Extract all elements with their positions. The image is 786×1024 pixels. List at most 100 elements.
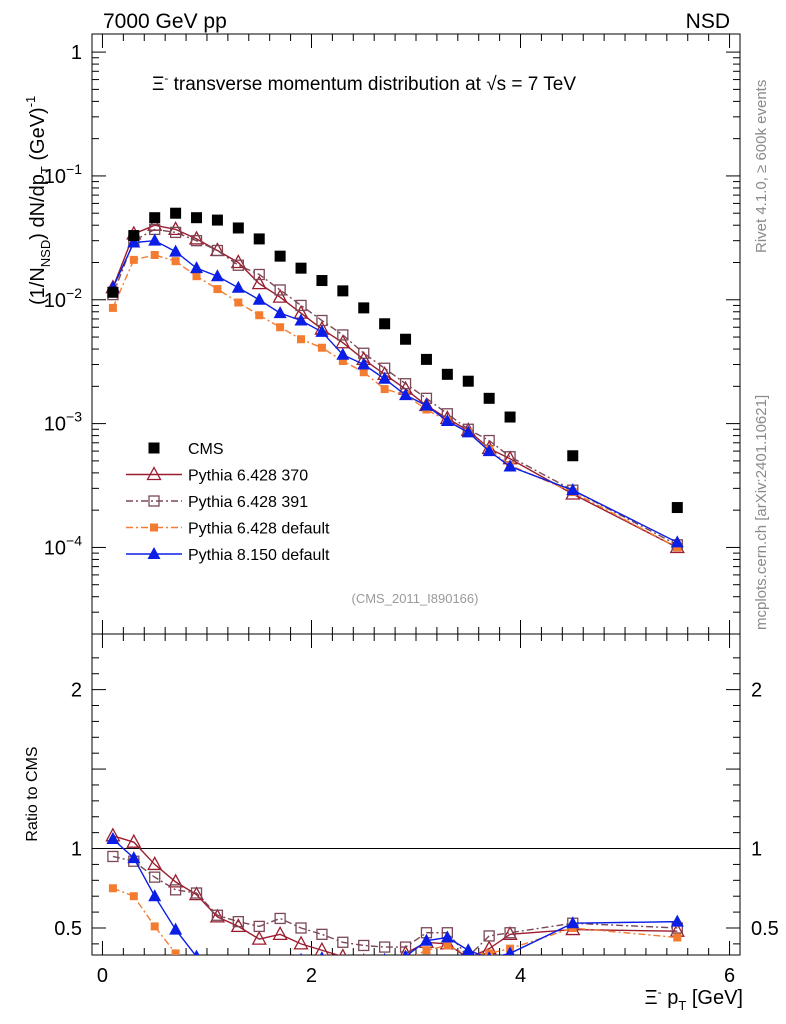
ratio-point-pythia-6-428-370 <box>339 948 347 955</box>
ratio-point-pythia-6-428-370 <box>188 886 205 901</box>
ratio-point-pythia-6-428-370 <box>126 833 142 848</box>
point-cms <box>462 375 474 387</box>
point-cms <box>441 368 453 380</box>
legend-label-pythia-8-150-default: Pythia 8.150 default <box>188 547 330 564</box>
ratio-point-pythia-6-428-370 <box>293 935 309 950</box>
point-cms <box>358 302 370 314</box>
x-tick-label: 6 <box>724 965 735 987</box>
point-cms <box>400 333 412 345</box>
ratio-point-pythia-8-150-default <box>127 851 141 864</box>
ratio-point-pythia-8-150-default <box>505 946 515 955</box>
point-pythia-6-428-default <box>380 385 389 394</box>
line-pythia-6-428-370 <box>112 224 678 549</box>
ratio-point-pythia-8-150-default <box>402 949 409 955</box>
ratio-point-pythia-8-150-default <box>419 933 433 946</box>
y-tick-label: 10−1 <box>44 161 82 188</box>
ratio-point-pythia-6-428-default <box>443 941 452 950</box>
point-pythia-6-428-391 <box>211 244 224 257</box>
analysis-label: (CMS_2011_I890166) <box>352 591 479 606</box>
y-tick-label: 1 <box>71 42 82 64</box>
point-pythia-8-150-default <box>566 483 580 496</box>
point-pythia-8-150-default <box>231 280 245 293</box>
point-cms <box>420 353 432 365</box>
ratio-point-pythia-6-428-370 <box>272 925 288 940</box>
legend-marker-pythia-6-428-default <box>150 523 158 532</box>
ratio-point-pythia-8-150-default <box>440 930 454 943</box>
ratio-point-pythia-8-150-default <box>211 956 224 968</box>
point-pythia-6-428-default <box>338 357 347 366</box>
ratio-point-pythia-8-150-default <box>461 943 475 955</box>
ratio-point-pythia-6-428-default <box>255 968 263 976</box>
ratio-point-pythia-6-428-370 <box>502 925 518 940</box>
ratio-point-pythia-8-150-default <box>232 958 245 970</box>
main-series <box>105 207 685 554</box>
ratio-point-pythia-6-428-default <box>422 946 431 955</box>
ratio-tick-label-right: 0.5 <box>751 918 779 940</box>
point-pythia-8-150-default <box>461 425 475 438</box>
ratio-point-pythia-6-428-391 <box>190 887 203 899</box>
point-cms <box>274 250 286 262</box>
point-pythia-6-428-370 <box>335 334 351 349</box>
ratio-point-pythia-6-428-default <box>276 970 284 978</box>
point-cms <box>504 411 516 423</box>
legend-marker-pythia-8-150-default <box>147 547 161 559</box>
point-pythia-6-428-default <box>129 255 138 264</box>
ratio-point-pythia-6-428-391 <box>149 871 161 883</box>
ratio-line-pythia-6-428-391 <box>112 855 678 955</box>
legend-label-pythia-6-428-370: Pythia 6.428 370 <box>188 468 308 485</box>
point-pythia-6-428-default <box>234 298 243 307</box>
rivet-label: Rivet 4.1.0, ≥ 600k events <box>753 80 770 253</box>
ratio-point-pythia-6-428-391 <box>504 927 516 939</box>
point-cms <box>567 450 579 462</box>
ratio-point-pythia-6-428-default <box>297 968 305 976</box>
y-tick-label: 10−4 <box>44 532 82 559</box>
point-pythia-8-150-default <box>482 444 496 457</box>
point-pythia-8-150-default <box>440 413 454 426</box>
point-pythia-8-150-default <box>252 292 266 305</box>
point-pythia-6-428-default <box>255 311 264 320</box>
point-cms <box>483 392 495 404</box>
x-tick-label: 0 <box>97 965 108 987</box>
ratio-point-pythia-6-428-370 <box>251 930 267 945</box>
x-tick-label: 2 <box>306 965 317 987</box>
ratio-tick-label-right: 1 <box>751 839 762 861</box>
ratio-point-pythia-8-150-default <box>670 914 684 927</box>
point-cms <box>211 214 223 226</box>
ratio-point-pythia-6-428-default <box>171 949 180 955</box>
ratio-tick-label-left: 0.5 <box>54 918 82 940</box>
point-pythia-8-150-default <box>294 313 308 326</box>
ratio-point-pythia-6-428-370 <box>209 908 226 923</box>
ratio-point-pythia-6-428-391 <box>211 909 224 921</box>
point-pythia-6-428-391 <box>274 284 286 296</box>
ratio-tick-label-right: 2 <box>751 680 762 702</box>
ratio-tick-label-left: 2 <box>71 680 82 702</box>
point-pythia-8-150-default <box>336 347 350 360</box>
point-pythia-6-428-default <box>108 303 117 312</box>
ratio-line-pythia-6-428-default <box>112 887 678 955</box>
ratio-point-pythia-6-428-391 <box>253 920 265 933</box>
point-cms <box>295 262 307 274</box>
ratio-point-pythia-6-428-370 <box>168 873 184 888</box>
point-cms <box>232 222 244 234</box>
point-cms <box>379 318 391 330</box>
axis-tick-labels: 0 2 4 6 1 10−1 10−2 10−3 10−4 0.5 0.5 1 1 2 2 <box>44 42 779 987</box>
legend-label-pythia-6-428-default: Pythia 6.428 default <box>188 521 330 538</box>
point-pythia-6-428-default <box>213 285 222 294</box>
legend-label-cms: CMS <box>188 441 224 458</box>
y-tick-label: 10−2 <box>44 285 82 312</box>
ratio-point-pythia-6-428-default <box>193 961 201 969</box>
point-pythia-6-428-391 <box>190 235 203 247</box>
ratio-point-pythia-6-428-370 <box>362 952 365 955</box>
ratio-point-pythia-8-150-default <box>319 951 325 955</box>
point-cms <box>170 207 182 219</box>
ratio-point-pythia-6-428-default <box>402 956 410 964</box>
ratio-point-pythia-8-150-default <box>383 952 386 955</box>
y-tick-label: 10−3 <box>44 409 82 436</box>
point-pythia-8-150-default <box>357 357 371 370</box>
point-cms <box>128 230 140 242</box>
ratio-point-pythia-6-428-default <box>381 961 389 969</box>
point-cms <box>671 502 683 514</box>
ratio-point-pythia-8-150-default <box>336 956 349 968</box>
point-cms <box>316 275 328 287</box>
point-pythia-8-150-default <box>169 244 183 257</box>
